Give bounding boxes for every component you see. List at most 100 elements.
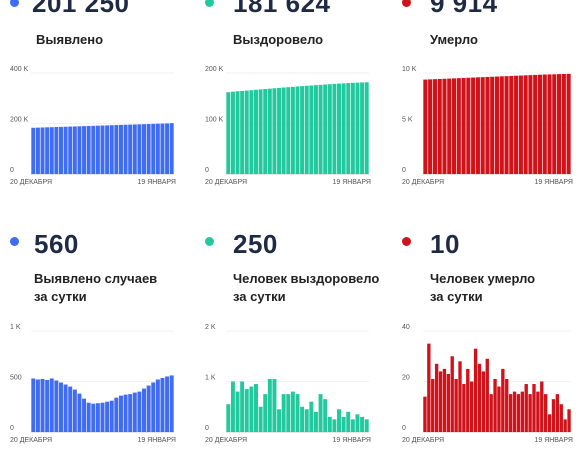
- bar: [137, 391, 142, 432]
- bar: [423, 396, 427, 432]
- bar: [109, 125, 114, 174]
- confirmed-daily-chart: 0 500 1 K 20 ДЕКАБРЯ 19 ЯНВАРЯ: [10, 324, 176, 444]
- y-tick-label: 10 K: [402, 66, 417, 73]
- bar: [105, 401, 110, 432]
- y-tick-label: 200 K: [205, 66, 224, 73]
- bar: [341, 83, 346, 174]
- bar: [516, 394, 521, 433]
- bar: [235, 91, 240, 174]
- bar: [235, 391, 240, 432]
- x-tick-label: 20 ДЕКАБРЯ: [205, 179, 247, 186]
- bar: [563, 419, 567, 433]
- bar: [169, 375, 174, 432]
- bar: [244, 389, 249, 432]
- bar: [160, 123, 165, 174]
- bar: [456, 78, 461, 174]
- deaths-dot-icon: [402, 0, 411, 7]
- bar: [59, 382, 63, 432]
- deaths-daily-dot-icon: [402, 237, 411, 246]
- recovered-total: 181 624: [233, 0, 331, 18]
- bar: [142, 124, 146, 174]
- bar: [364, 419, 369, 433]
- recovered-daily-total: 250: [233, 229, 278, 259]
- bar: [497, 386, 501, 432]
- bar: [346, 411, 351, 432]
- bar: [475, 77, 480, 174]
- bar: [72, 389, 77, 432]
- x-tick-label: 19 ЯНВАРЯ: [534, 179, 573, 186]
- bar: [481, 371, 486, 432]
- bar: [263, 89, 268, 174]
- y-tick-label: 5 K: [402, 117, 413, 124]
- confirmed-daily-label-line1: Выявлено случаев: [34, 271, 158, 286]
- recovered-daily-chart: 0 1 K 2 K 20 ДЕКАБРЯ 19 ЯНВАРЯ: [205, 324, 371, 444]
- bar: [109, 400, 114, 432]
- bar: [105, 125, 110, 174]
- bar: [524, 384, 528, 432]
- bar: [470, 381, 474, 432]
- bar: [286, 87, 291, 174]
- bar: [480, 77, 485, 174]
- bar: [137, 124, 142, 174]
- bar: [567, 409, 571, 432]
- bar: [123, 124, 128, 174]
- bar: [423, 79, 428, 174]
- bar: [254, 89, 258, 174]
- bar: [341, 416, 346, 432]
- bar: [258, 406, 263, 432]
- deaths-chart: 0 5 K 10 K 20 ДЕКАБРЯ 19 ЯНВАРЯ: [402, 66, 573, 186]
- deaths-daily-total: 10: [430, 229, 460, 259]
- bar: [450, 356, 454, 432]
- bar: [54, 380, 59, 432]
- bar: [466, 77, 471, 174]
- bar: [552, 74, 557, 174]
- bar: [240, 90, 245, 174]
- bar: [31, 127, 36, 174]
- bar: [244, 90, 249, 174]
- bar: [263, 394, 268, 433]
- bar: [501, 368, 505, 433]
- bar: [35, 379, 40, 432]
- x-tick-label: 20 ДЕКАБРЯ: [205, 437, 247, 444]
- bar: [499, 76, 504, 174]
- bar: [360, 416, 365, 432]
- bar: [350, 419, 355, 433]
- confirmed-dot-icon: [10, 0, 19, 7]
- y-tick-label: 0: [402, 425, 406, 432]
- recovered-daily-label-line1: Человек выздоровело: [233, 271, 380, 286]
- y-tick-label: 0: [205, 167, 209, 174]
- bar: [165, 376, 170, 432]
- bar: [91, 403, 96, 432]
- bar: [114, 125, 119, 174]
- bar: [355, 414, 360, 432]
- bar: [454, 378, 458, 432]
- bar: [114, 397, 119, 432]
- bar: [442, 78, 447, 174]
- bar: [561, 74, 566, 174]
- confirmed-chart: 0 200 K 400 K 20 ДЕКАБРЯ 19 ЯНВАРЯ: [10, 66, 176, 186]
- bar: [559, 404, 563, 432]
- bar: [555, 394, 560, 433]
- bar: [45, 379, 50, 432]
- bar: [40, 127, 45, 174]
- bar: [59, 126, 63, 174]
- recovered-label: Выздоровело: [233, 32, 324, 47]
- bar: [281, 394, 286, 433]
- deaths-daily-label-line1: Человек умерло: [430, 271, 536, 286]
- y-tick-label: 0: [10, 167, 14, 174]
- bar: [165, 123, 170, 174]
- bar: [155, 123, 160, 174]
- deaths-label: Умерло: [430, 32, 478, 47]
- bar: [360, 82, 365, 174]
- bar: [100, 125, 105, 174]
- bar: [566, 73, 571, 174]
- bar: [309, 401, 314, 432]
- bar: [160, 377, 165, 432]
- bar: [132, 392, 137, 432]
- bar: [123, 394, 128, 432]
- recovered-dot-icon: [205, 0, 214, 7]
- bar: [528, 394, 532, 433]
- y-tick-label: 100 K: [205, 117, 224, 124]
- bar: [355, 82, 360, 174]
- x-tick-label: 19 ЯНВАРЯ: [332, 179, 371, 186]
